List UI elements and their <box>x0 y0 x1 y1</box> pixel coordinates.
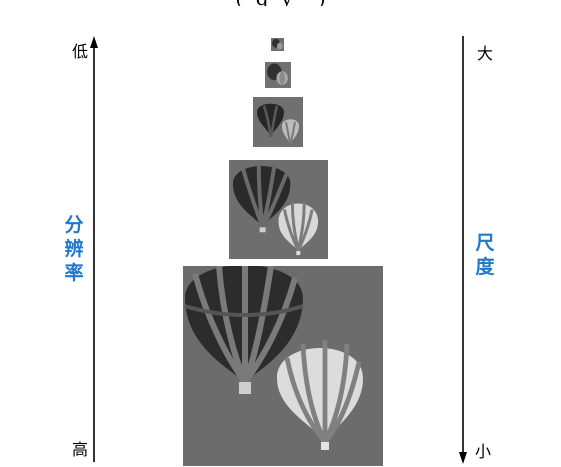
left-axis-title: 分 辨 率 <box>62 214 86 285</box>
page-title-fragment: ( ·g· y ·· ) <box>0 0 561 6</box>
left-axis-bottom-label: 高 <box>72 440 89 459</box>
pyramid-level-4-image <box>271 38 284 51</box>
left-axis-title-char: 率 <box>64 261 84 284</box>
right-axis-title-char: 尺 <box>475 232 495 254</box>
left-axis-arrowhead <box>90 36 98 48</box>
pyramid-level-3-image <box>265 62 291 88</box>
right-axis-title-char: 度 <box>475 255 495 278</box>
pyramid-level-1-image <box>229 160 328 259</box>
right-axis-title: 尺 度 <box>473 232 497 280</box>
left-axis-title-char: 分 <box>64 214 84 236</box>
left-axis-top-label: 低 <box>72 42 89 61</box>
right-axis-bottom-label: 小 <box>475 442 492 461</box>
left-axis-title-char: 辨 <box>64 237 84 260</box>
right-axis-arrowhead <box>459 452 467 464</box>
right-axis-top-label: 大 <box>477 44 494 63</box>
pyramid-level-2-image <box>253 97 303 147</box>
pyramid-level-0-image <box>183 266 383 466</box>
